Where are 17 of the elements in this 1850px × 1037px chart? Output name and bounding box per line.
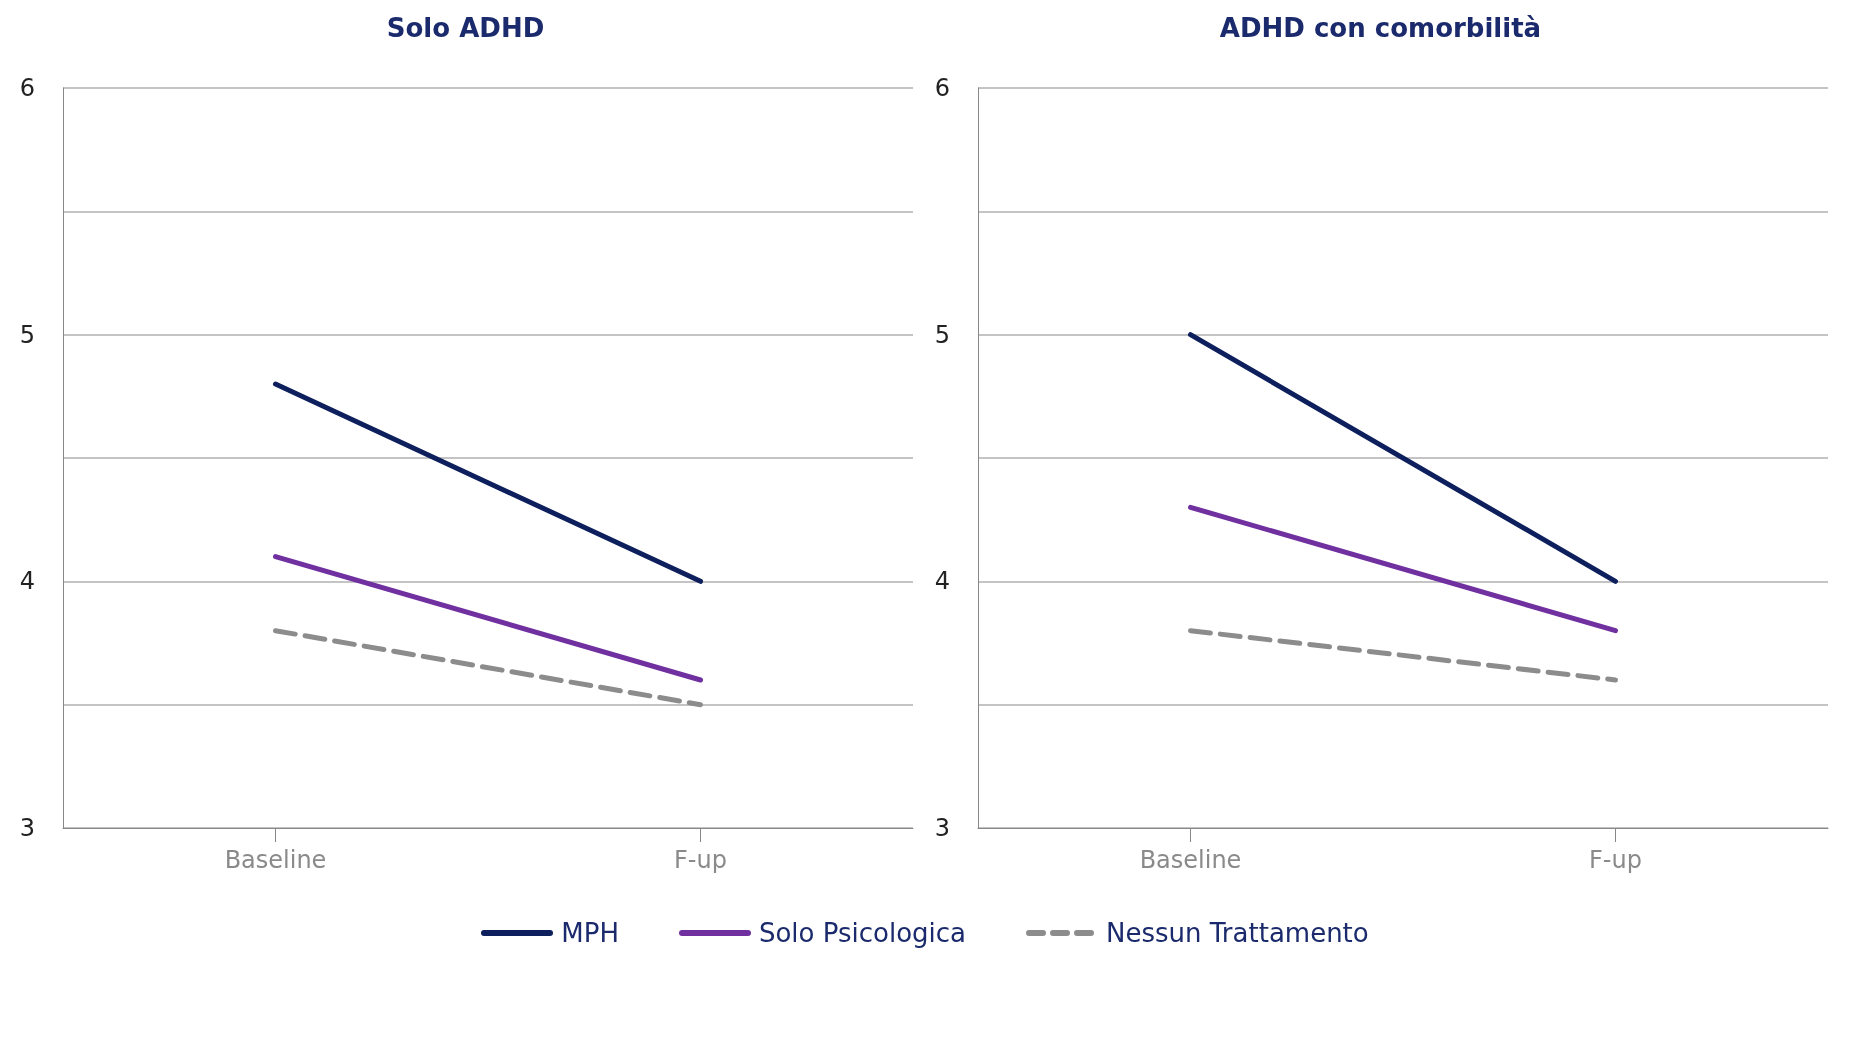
legend-label: Nessun Trattamento bbox=[1106, 918, 1369, 948]
x-tick-label: F-up bbox=[674, 846, 727, 874]
legend-label: Solo Psicologica bbox=[758, 918, 967, 948]
x-tick-label: F-up bbox=[1589, 846, 1642, 874]
y-tick-label: 3 bbox=[934, 814, 950, 842]
chart-title: ADHD con comorbilità bbox=[1219, 13, 1542, 43]
chart-title: Solo ADHD bbox=[386, 13, 545, 43]
y-tick-label: 4 bbox=[934, 567, 950, 596]
y-tick-label: 6 bbox=[934, 74, 950, 102]
y-tick-label: 4 bbox=[19, 567, 35, 596]
x-tick-label: Baseline bbox=[224, 846, 327, 874]
legend-label: MPH bbox=[561, 918, 619, 948]
y-tick-label: 3 bbox=[19, 814, 35, 842]
y-tick-label: 5 bbox=[19, 320, 35, 349]
y-tick-label: 5 bbox=[934, 320, 950, 349]
x-tick-label: Baseline bbox=[1139, 846, 1242, 874]
y-tick-label: 6 bbox=[19, 74, 35, 102]
